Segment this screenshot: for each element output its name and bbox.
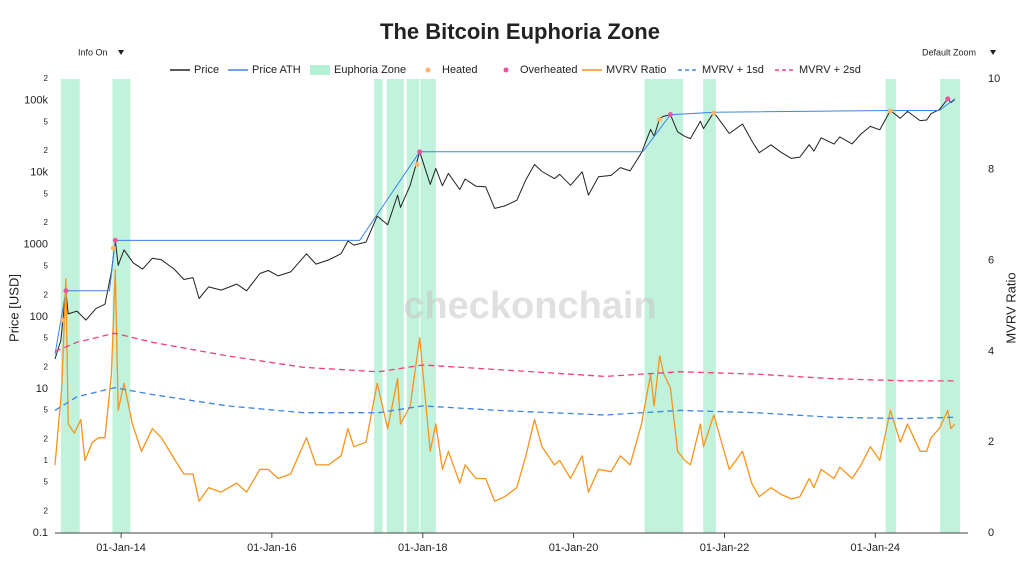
marker xyxy=(60,317,66,323)
watermark: checkonchain xyxy=(403,285,656,327)
x-tick-label: 01-Jan-22 xyxy=(700,542,750,554)
euphoria-zone xyxy=(420,79,436,533)
series-line xyxy=(54,332,955,382)
x-tick-label: 01-Jan-16 xyxy=(247,542,297,554)
y-tick-label: 0.1 xyxy=(33,527,48,539)
y-tick-label: 5 xyxy=(44,262,49,271)
euphoria-zone xyxy=(112,79,131,533)
marker xyxy=(110,245,116,251)
chart-title: The Bitcoin Euphoria Zone xyxy=(380,19,660,44)
legend-label: MVRV + 2sd xyxy=(799,64,861,76)
y-tick-label: 5 xyxy=(44,406,49,415)
y2-tick-label: 0 xyxy=(988,527,994,539)
legend-label: Heated xyxy=(442,64,477,76)
legend-swatch xyxy=(503,67,509,73)
y2-axis-title: MVRV Ratio xyxy=(1003,272,1018,343)
marker xyxy=(417,149,423,155)
x-tick-label: 01-Jan-14 xyxy=(96,542,146,554)
euphoria-zone xyxy=(644,79,684,533)
y-tick-label: 5 xyxy=(44,334,49,343)
y2-tick-label: 8 xyxy=(988,164,994,176)
y-tick-label: 2 xyxy=(44,290,49,299)
y2-tick-label: 2 xyxy=(988,436,994,448)
y-tick-label: 5 xyxy=(44,117,49,126)
euphoria-zone xyxy=(386,79,404,533)
y-tick-label: 2 xyxy=(44,74,49,83)
euphoria-zone xyxy=(940,79,961,533)
series-line xyxy=(54,98,956,355)
marker xyxy=(945,96,951,102)
x-tick-label: 01-Jan-24 xyxy=(851,542,901,554)
y-tick-label: 10 xyxy=(36,383,48,395)
series-line xyxy=(54,387,955,420)
marker xyxy=(63,288,69,294)
legend-swatch xyxy=(425,67,431,73)
marker xyxy=(414,162,420,168)
euphoria-zone xyxy=(374,79,383,533)
plot-area xyxy=(54,79,961,533)
legend-label: Price ATH xyxy=(252,64,301,76)
y-tick-label: 10k xyxy=(30,167,48,179)
legend-label: Price xyxy=(194,64,219,76)
marker xyxy=(656,116,662,122)
y-tick-label: 2 xyxy=(44,506,49,515)
marker xyxy=(112,237,118,243)
y-tick-label: 2 xyxy=(44,362,49,371)
y2-tick-label: 10 xyxy=(988,73,1000,85)
y2-tick-label: 4 xyxy=(988,345,994,357)
dropdown-arrow[interactable] xyxy=(990,50,996,55)
y-axis-title: Price [USD] xyxy=(6,274,21,342)
legend-label: MVRV Ratio xyxy=(606,64,666,76)
y-tick-label: 2 xyxy=(44,434,49,443)
y-tick-label: 5 xyxy=(44,190,49,199)
y-tick-label: 1 xyxy=(44,456,49,465)
y-tick-label: 100 xyxy=(30,311,48,323)
legend-swatch xyxy=(310,65,330,75)
legend-label: Euphoria Zone xyxy=(334,64,406,76)
y-tick-label: 2 xyxy=(44,218,49,227)
euphoria-zone xyxy=(406,79,420,533)
y-tick-label: 5 xyxy=(44,478,49,487)
euphoria-zone xyxy=(60,79,80,533)
y-tick-label: 2 xyxy=(44,146,49,155)
euphoria-zone xyxy=(885,79,896,533)
zoom-select[interactable]: Default Zoom xyxy=(922,47,976,57)
info-toggle[interactable]: Info On xyxy=(78,47,108,57)
marker xyxy=(887,108,893,114)
series-line xyxy=(54,98,956,360)
dropdown-arrow[interactable] xyxy=(118,50,124,55)
legend-label: MVRV + 1sd xyxy=(702,64,764,76)
marker xyxy=(667,112,673,118)
marker xyxy=(711,110,717,116)
euphoria-zone xyxy=(703,79,716,533)
x-tick-label: 01-Jan-18 xyxy=(398,542,448,554)
series-line xyxy=(54,269,956,502)
y-tick-label: 1000 xyxy=(24,239,48,251)
legend-label: Overheated xyxy=(520,64,577,76)
y2-tick-label: 6 xyxy=(988,255,994,267)
x-tick-label: 01-Jan-20 xyxy=(549,542,599,554)
y-tick-label: 100k xyxy=(24,95,48,107)
